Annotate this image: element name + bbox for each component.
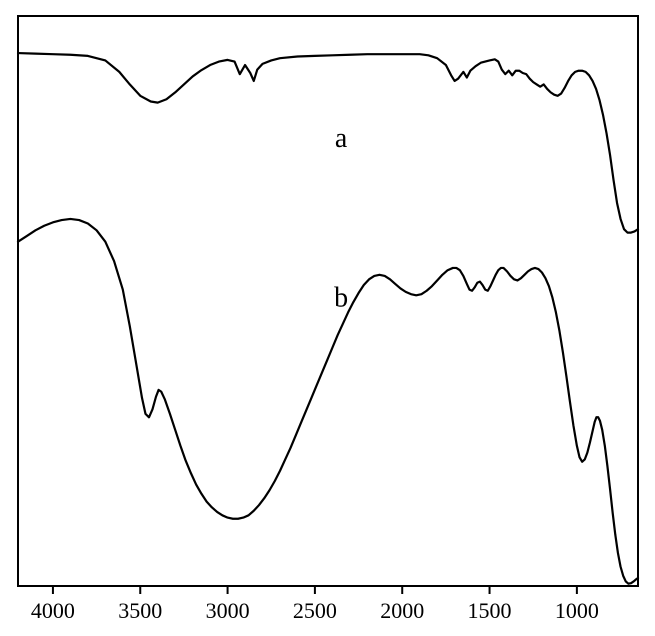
x-tick-label: 4000 xyxy=(31,598,75,623)
chart-svg: a b 4000 3500 3000 2500 2000 1500 1000 xyxy=(0,0,655,636)
x-tick-label: 3000 xyxy=(206,598,250,623)
series-b-label: b xyxy=(334,283,348,314)
series-a-label: a xyxy=(335,123,348,154)
x-tick-label: 1000 xyxy=(555,598,599,623)
ir-spectrum-chart: a b 4000 3500 3000 2500 2000 1500 1000 xyxy=(0,0,655,636)
x-tick-label: 2500 xyxy=(293,598,337,623)
x-tick-label: 2000 xyxy=(380,598,424,623)
x-tick-label: 3500 xyxy=(118,598,162,623)
x-tick-label: 1500 xyxy=(468,598,512,623)
